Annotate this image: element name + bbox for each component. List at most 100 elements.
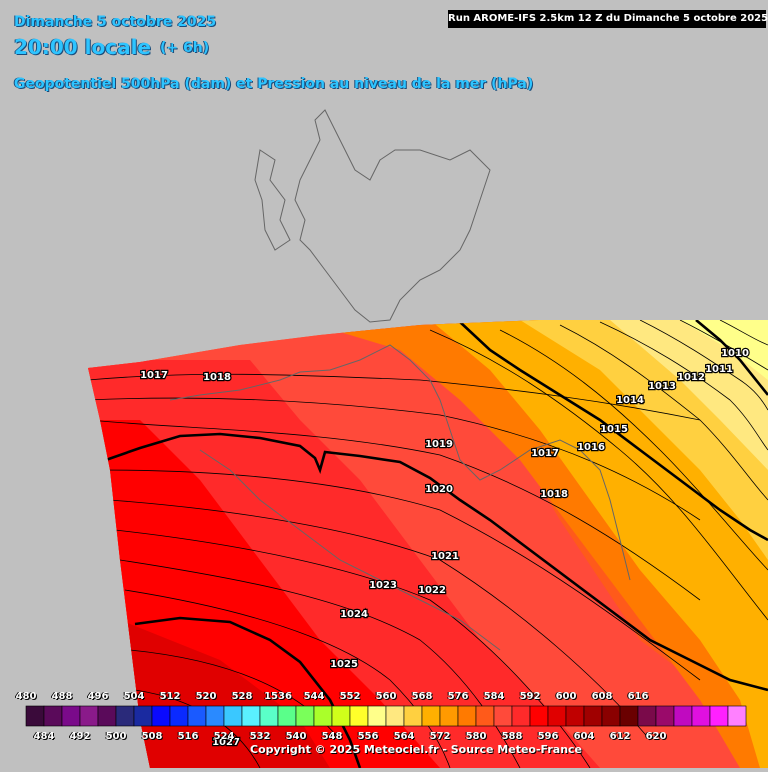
isobar-label: 1010 (721, 348, 749, 359)
isobar-line (719, 320, 768, 346)
scale-label-bottom: 540 (285, 731, 307, 742)
scale-label-bottom: 572 (429, 731, 451, 742)
geopotential-contours (99, 320, 768, 768)
scale-swatch (313, 705, 333, 727)
scale-label-bottom: 580 (465, 731, 487, 742)
coast-inner (199, 449, 501, 651)
scale-label-top: 496 (87, 691, 109, 702)
scale-label-bottom: 548 (321, 731, 343, 742)
scale-swatch (637, 705, 657, 727)
scale-swatch (205, 705, 225, 727)
scale-label-top: 560 (375, 691, 397, 702)
isobars (88, 320, 768, 768)
isobar-line (99, 469, 701, 681)
isobar-label: 1020 (425, 484, 453, 495)
coast-britain (294, 109, 491, 323)
isobar-label: 1016 (577, 442, 605, 453)
forecast-time: 20:00 locale (14, 35, 151, 59)
isobar-label: 1027 (212, 737, 240, 748)
isobar-line (88, 397, 701, 521)
isobar-label: 1018 (540, 489, 568, 500)
scale-label-bottom: 508 (141, 731, 163, 742)
scale-swatch (565, 705, 585, 727)
copyright-notice: Copyright © 2025 Meteociel.fr - Source M… (250, 743, 583, 756)
forecast-date: Dimanche 5 octobre 2025 (14, 14, 217, 30)
scale-label-bottom: 492 (69, 731, 91, 742)
scale-label-bottom: 524 (213, 731, 235, 742)
contour-564 (695, 320, 768, 396)
scale-swatch (277, 705, 297, 727)
scale-label-top: 600 (555, 691, 577, 702)
isobar-line (88, 373, 701, 421)
scale-swatch (547, 705, 567, 727)
scale-swatch (511, 705, 531, 727)
scale-swatch (97, 705, 117, 727)
isobar-label: 1011 (705, 364, 733, 375)
scale-swatch (151, 705, 171, 727)
scale-label-bottom: 556 (357, 731, 379, 742)
scale-swatch (475, 705, 495, 727)
scale-swatch (583, 705, 603, 727)
isobar-label: 1014 (616, 395, 644, 406)
scale-label-bottom: 604 (573, 731, 595, 742)
scale-swatch (61, 705, 81, 727)
isobar-label: 1025 (330, 659, 358, 670)
scale-swatch (223, 705, 243, 727)
scale-swatch (673, 705, 693, 727)
scale-swatch (367, 705, 387, 727)
isobar-line (559, 324, 768, 501)
scale-swatch (295, 705, 315, 727)
forecast-parameter: Geopotentiel 500hPa (dam) et Pression au… (14, 76, 534, 92)
field-band-564 (610, 320, 768, 470)
scale-swatch (187, 705, 207, 727)
scale-swatch (457, 705, 477, 727)
isobar-line (639, 320, 768, 411)
isobar-label: 1017 (531, 448, 559, 459)
scale-swatch (655, 705, 675, 727)
scale-label-bottom: 620 (645, 731, 667, 742)
scale-swatch (403, 705, 423, 727)
scale-swatch (493, 705, 513, 727)
scale-label-top: 1536 (264, 691, 292, 702)
scale-label-bottom: 516 (177, 731, 199, 742)
scale-label-bottom: 500 (105, 731, 127, 742)
scale-swatch (115, 705, 135, 727)
scale-swatch (709, 705, 729, 727)
scale-swatch (259, 705, 279, 727)
scale-label-top: 584 (483, 691, 505, 702)
scale-label-bottom: 532 (249, 731, 271, 742)
isobar-line (124, 589, 451, 768)
scale-swatch (43, 705, 63, 727)
isobar-label: 1015 (600, 424, 628, 435)
scale-swatch (619, 705, 639, 727)
isobar-label-group: 1017 1018 1019 1020 1021 1022 1023 1024 … (139, 347, 750, 750)
isobar-label: 1022 (418, 585, 446, 596)
scale-label-bottom: 596 (537, 731, 559, 742)
isobar-label: 1012 (677, 372, 705, 383)
isobar-label: 1021 (431, 551, 459, 562)
isobar-label: 1013 (648, 381, 676, 392)
scale-label-top: 592 (519, 691, 541, 702)
contour-576 (99, 432, 768, 692)
scale-swatch (601, 705, 621, 727)
scale-label-top: 528 (231, 691, 253, 702)
scale-swatch (331, 705, 351, 727)
scale-label-top: 616 (627, 691, 649, 702)
scale-label-top: 480 (15, 691, 37, 702)
scale-swatch (385, 705, 405, 727)
field-band-592 (88, 620, 330, 768)
scale-label-top: 576 (447, 691, 469, 702)
forecast-lead-time: (+ 6h) (160, 40, 210, 56)
isobar-label: 1017 (140, 370, 168, 381)
scale-label-top: 544 (303, 691, 325, 702)
scale-label-top: 520 (195, 691, 217, 702)
scale-swatch (727, 705, 747, 727)
scale-swatch (169, 705, 189, 727)
field-band-560 (680, 320, 768, 380)
scale-label-top: 608 (591, 691, 613, 702)
isobar-line (499, 329, 768, 571)
scale-label-top: 512 (159, 691, 181, 702)
coast-continent (169, 344, 631, 581)
isobar-line (109, 499, 651, 741)
scale-label-top: 488 (51, 691, 73, 702)
